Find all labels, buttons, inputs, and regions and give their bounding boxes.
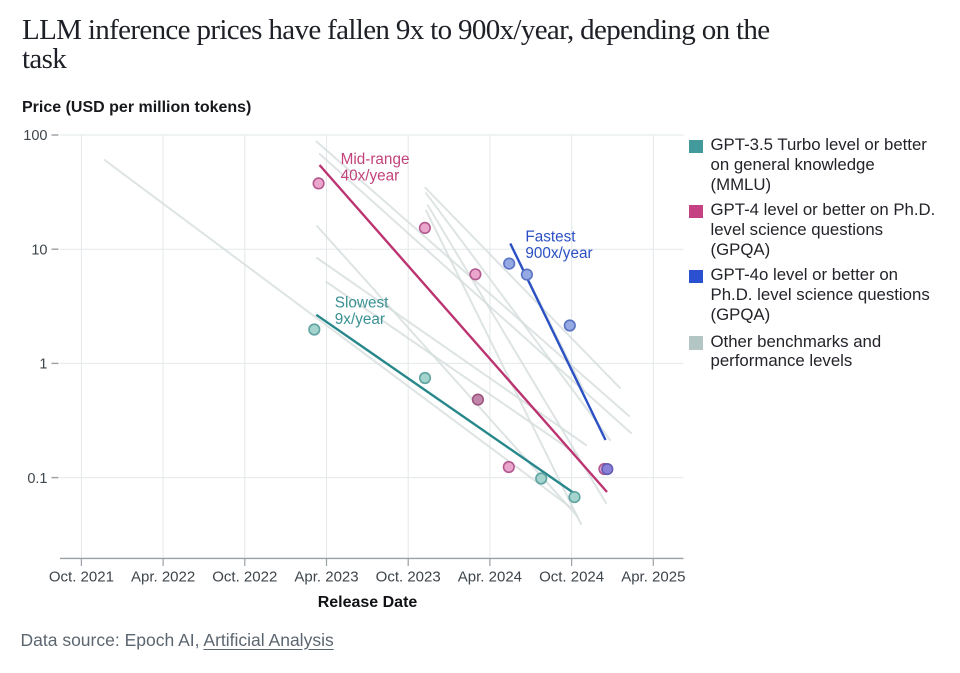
svg-text:0.1: 0.1 bbox=[27, 471, 47, 487]
svg-text:Oct. 2023: Oct. 2023 bbox=[376, 569, 441, 586]
svg-text:40x/year: 40x/year bbox=[341, 167, 400, 184]
svg-text:Mid-range: Mid-range bbox=[341, 151, 410, 168]
svg-text:Fastest: Fastest bbox=[525, 228, 576, 245]
svg-text:9x/year: 9x/year bbox=[335, 311, 385, 328]
svg-text:Apr. 2024: Apr. 2024 bbox=[458, 569, 522, 586]
svg-text:900x/year: 900x/year bbox=[525, 245, 592, 262]
svg-text:Slowest: Slowest bbox=[335, 295, 389, 312]
svg-text:Apr. 2025: Apr. 2025 bbox=[621, 569, 685, 586]
svg-text:Oct. 2021: Oct. 2021 bbox=[49, 569, 114, 586]
svg-text:100: 100 bbox=[23, 128, 47, 144]
svg-text:10: 10 bbox=[31, 242, 47, 258]
svg-text:Oct. 2022: Oct. 2022 bbox=[212, 569, 277, 586]
svg-text:Oct. 2024: Oct. 2024 bbox=[539, 569, 604, 586]
svg-text:Apr. 2023: Apr. 2023 bbox=[294, 569, 358, 586]
svg-text:1: 1 bbox=[39, 357, 47, 373]
svg-text:Apr. 2022: Apr. 2022 bbox=[131, 569, 195, 586]
